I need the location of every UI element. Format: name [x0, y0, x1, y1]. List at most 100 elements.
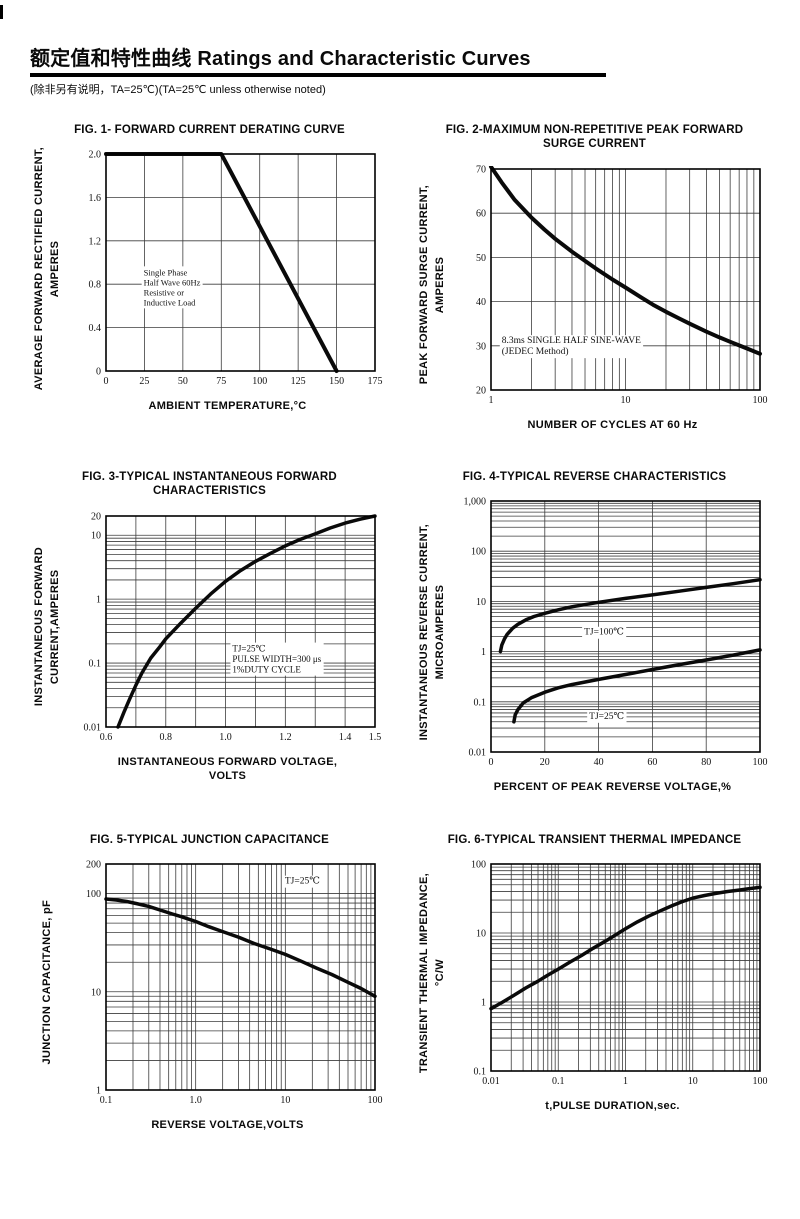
figure-3-instantaneous-forward: FIG. 3-TYPICAL INSTANTANEOUS FORWARD CHA…: [30, 470, 389, 795]
svg-text:50: 50: [178, 376, 188, 387]
figure-3-title: FIG. 3-TYPICAL INSTANTANEOUS FORWARD CHA…: [82, 471, 337, 498]
svg-text:100: 100: [252, 376, 267, 387]
svg-text:0.1: 0.1: [89, 658, 102, 669]
svg-text:70: 70: [476, 164, 486, 175]
figure-3-y-axis-label: INSTANTANEOUS FORWARD CURRENT,AMPERES: [33, 547, 61, 707]
svg-text:40: 40: [594, 757, 604, 768]
svg-text:20: 20: [540, 757, 550, 768]
svg-text:100: 100: [368, 1095, 383, 1106]
svg-text:10: 10: [91, 987, 101, 998]
svg-text:1: 1: [481, 648, 486, 659]
svg-text:30: 30: [476, 341, 486, 352]
page-title: 额定值和特性曲线 Ratings and Characteristic Curv…: [30, 42, 606, 77]
svg-text:10: 10: [280, 1095, 290, 1106]
svg-text:1.0: 1.0: [219, 732, 232, 743]
figure-6-transient-thermal-impedance: FIG. 6-TYPICAL TRANSIENT THERMAL IMPEDAN…: [415, 833, 774, 1133]
svg-text:0.1: 0.1: [552, 1076, 565, 1087]
svg-text:20: 20: [91, 511, 101, 522]
svg-text:0.1: 0.1: [100, 1095, 113, 1106]
svg-text:100: 100: [753, 395, 768, 406]
svg-text:0.1: 0.1: [474, 1067, 487, 1078]
svg-text:0.1: 0.1: [474, 698, 487, 709]
figure-4-chart: 0 20 40 60 80 100 1,000 100 10 1 0.1 0.01 TJ=100℃ TJ=…: [464, 497, 768, 769]
figure-4-reverse-characteristics: FIG. 4-TYPICAL REVERSE CHARACTERISTICS I…: [415, 470, 774, 795]
page-edge-mark: [0, 5, 3, 19]
svg-text:60: 60: [647, 757, 657, 768]
svg-text:100: 100: [753, 757, 768, 768]
svg-text:TJ=25℃: TJ=25℃: [285, 877, 320, 887]
svg-text:40: 40: [476, 297, 486, 308]
svg-text:1.4: 1.4: [339, 732, 352, 743]
svg-text:1.6: 1.6: [89, 193, 102, 204]
svg-text:25: 25: [139, 376, 149, 387]
figure-3-x-axis-label: INSTANTANEOUS FORWARD VOLTAGE, VOLTS: [117, 755, 338, 783]
svg-text:1: 1: [481, 998, 486, 1009]
svg-text:8.3ms SINGLE HALF SINE-WAVE(JE: 8.3ms SINGLE HALF SINE-WAVE (JEDEC Method…: [502, 336, 641, 357]
figure-5-junction-capacitance: FIG. 5-TYPICAL JUNCTION CAPACITANCE JUNC…: [30, 833, 389, 1133]
svg-text:80: 80: [701, 757, 711, 768]
svg-text:0: 0: [489, 757, 494, 768]
page-subtitle: (除非另有说明，TA=25℃)(TA=25℃ unless otherwise …: [30, 84, 326, 96]
figure-2-title: FIG. 2-MAXIMUM NON-REPETITIVE PEAK FORWA…: [445, 124, 744, 151]
datasheet-page: 额定值和特性曲线 Ratings and Characteristic Curv…: [30, 42, 774, 1132]
svg-text:200: 200: [86, 860, 101, 871]
svg-text:0: 0: [104, 376, 109, 387]
figure-2-x-axis-label: NUMBER OF CYCLES AT 60 Hz: [527, 418, 698, 431]
svg-text:1: 1: [96, 594, 101, 605]
figure-1-title: FIG. 1- FORWARD CURRENT DERATING CURVE: [74, 124, 345, 136]
svg-text:10: 10: [91, 531, 101, 542]
svg-text:100: 100: [471, 860, 486, 871]
figure-1-x-axis-label: AMBIENT TEMPERATURE,°C: [148, 400, 307, 413]
svg-text:1: 1: [489, 395, 494, 406]
svg-text:1.5: 1.5: [369, 732, 382, 743]
svg-text:0.4: 0.4: [89, 323, 102, 334]
svg-text:TJ=100℃: TJ=100℃: [584, 628, 624, 638]
svg-text:10: 10: [476, 929, 486, 940]
svg-text:0.6: 0.6: [100, 732, 113, 743]
figures-grid: FIG. 1- FORWARD CURRENT DERATING CURVE A…: [30, 123, 774, 1132]
svg-text:50: 50: [476, 253, 486, 264]
page-header: 额定值和特性曲线 Ratings and Characteristic Curv…: [30, 42, 774, 97]
figure-2-y-axis-label: PEAK FORWARD SURGE CURRENT, AMPERES: [418, 185, 446, 385]
figure-1-y-axis-label: AVERAGE FORWARD RECTIFIED CURRENT, AMPER…: [33, 146, 61, 390]
figure-4-title: FIG. 4-TYPICAL REVERSE CHARACTERISTICS: [462, 471, 727, 484]
svg-text:1: 1: [623, 1076, 628, 1087]
svg-text:0.8: 0.8: [89, 280, 102, 291]
svg-text:0.01: 0.01: [482, 1076, 500, 1087]
svg-text:100: 100: [753, 1076, 768, 1087]
svg-text:10: 10: [476, 597, 486, 608]
svg-text:0.01: 0.01: [469, 748, 487, 759]
figure-5-title: FIG. 5-TYPICAL JUNCTION CAPACITANCE: [90, 833, 329, 846]
svg-text:1: 1: [96, 1086, 101, 1097]
figure-6-y-axis-label: TRANSIENT THERMAL IMPEDANCE, °C/W: [418, 873, 446, 1074]
figure-5-y-axis-label: JUNCTION CAPACITANCE, pF: [41, 900, 54, 1065]
svg-text:1.0: 1.0: [189, 1095, 202, 1106]
svg-text:0.01: 0.01: [84, 722, 102, 733]
svg-text:0: 0: [96, 367, 101, 378]
figure-2-chart: 1 10 100 20 30 40 50 60 70 8.3ms SINGLE HALF SINE…: [476, 164, 768, 406]
svg-text:125: 125: [291, 376, 306, 387]
figure-5-chart: 0.1 1.0 10 100 200 100 10 1 TJ=25℃: [86, 860, 383, 1107]
svg-text:10: 10: [688, 1076, 698, 1087]
figure-4-x-axis-label: PERCENT OF PEAK REVERSE VOLTAGE,%: [493, 781, 732, 794]
svg-text:1,000: 1,000: [464, 497, 487, 508]
svg-text:2.0: 2.0: [89, 150, 102, 161]
svg-text:20: 20: [476, 385, 486, 396]
figure-6-title: FIG. 6-TYPICAL TRANSIENT THERMAL IMPEDAN…: [447, 833, 742, 846]
svg-text:100: 100: [86, 889, 101, 900]
svg-text:75: 75: [216, 376, 226, 387]
svg-text:TJ=25℃: TJ=25℃: [589, 712, 624, 722]
svg-text:100: 100: [471, 547, 486, 558]
figure-6-x-axis-label: t,PULSE DURATION,sec.: [545, 1100, 680, 1113]
svg-text:175: 175: [368, 376, 383, 387]
svg-text:1.2: 1.2: [89, 237, 102, 248]
figure-5-x-axis-label: REVERSE VOLTAGE,VOLTS: [151, 1119, 304, 1132]
svg-text:10: 10: [621, 395, 631, 406]
figure-4-y-axis-label: INSTANTANEOUS REVERSE CURRENT, MICROAMPE…: [418, 524, 446, 741]
svg-text:0.8: 0.8: [160, 732, 173, 743]
figure-3-chart: 0.6 0.8 1.0 1.2 1.4 1.5 20 10 1 0.1 0.01 TJ=25℃ PULS…: [84, 511, 382, 743]
figure-2-peak-surge-current: FIG. 2-MAXIMUM NON-REPETITIVE PEAK FORWA…: [415, 123, 774, 432]
